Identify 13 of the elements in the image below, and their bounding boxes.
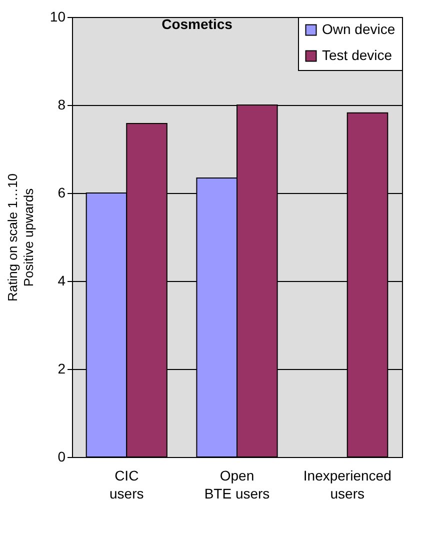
y-tick-label: 10 [50,8,66,24]
legend-label: Test device [322,47,392,63]
y-axis-title: Rating on scale 1…10 Positive upwards [4,174,36,302]
x-tick-label: CIC users [110,468,144,502]
y-tick-label: 0 [58,448,66,464]
x-tick-label: Open BTE users [204,468,270,502]
y-tick-label: 4 [58,272,66,288]
y-tick-label: 8 [58,96,66,112]
y-tick-label: 6 [58,184,66,200]
chart-title: Cosmetics [162,16,233,32]
legend-label: Own device [322,21,396,37]
y-tick-label: 2 [58,360,66,376]
x-tick-label: Inexperienced users [303,468,392,502]
